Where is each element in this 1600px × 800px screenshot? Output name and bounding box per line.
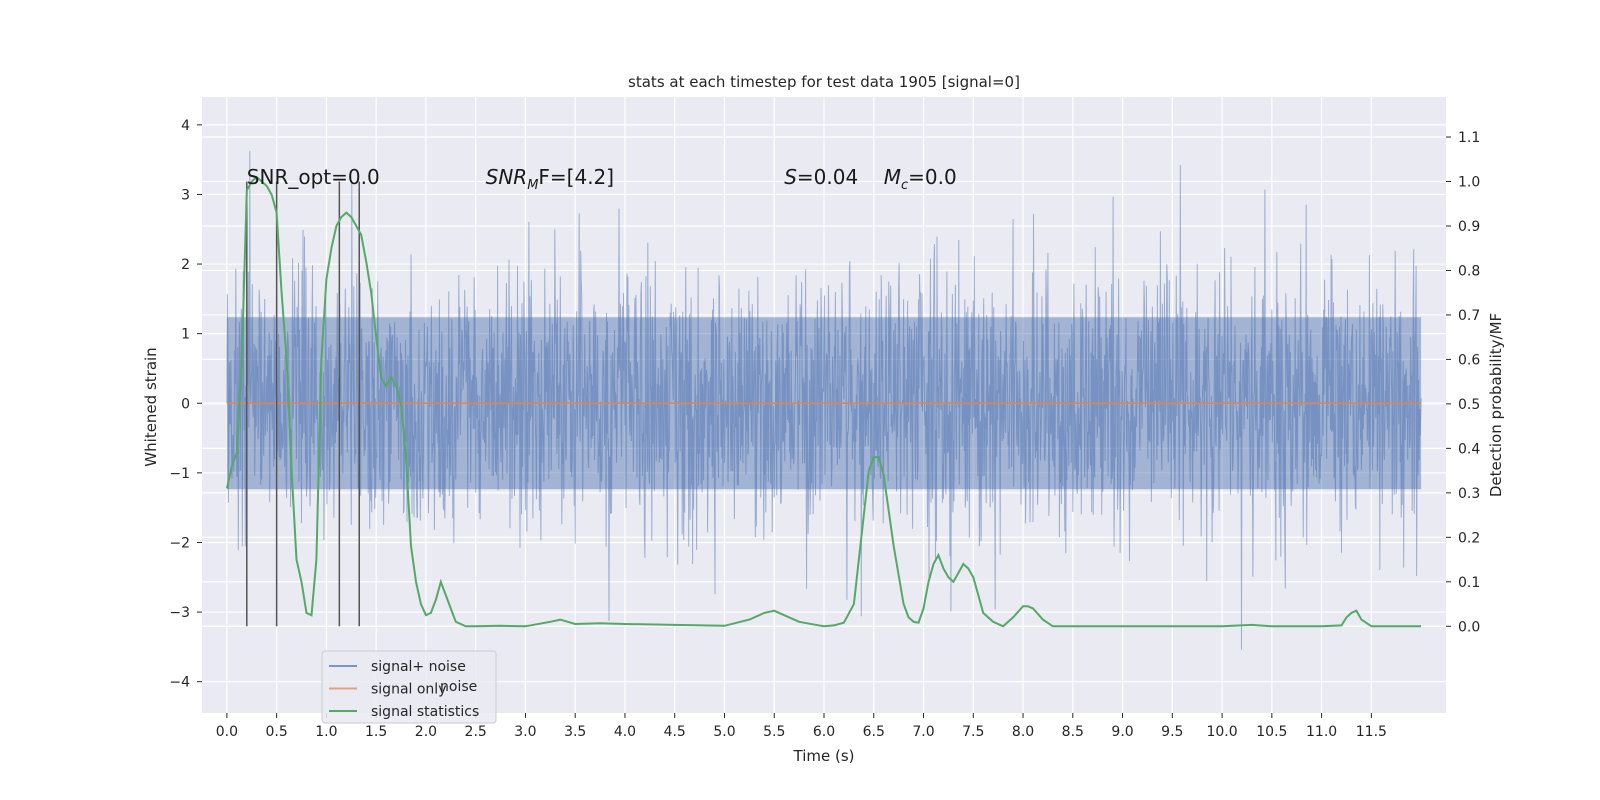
- y-tick-label: −3: [169, 605, 190, 621]
- y-tick-label: −2: [169, 535, 190, 551]
- y2-tick-label: 0.0: [1458, 619, 1480, 635]
- y-axis-ticks: 4 3 2 1 0 −1 −2 −3 −4: [169, 118, 202, 691]
- y2-tick-label: 0.2: [1458, 530, 1480, 546]
- marker-lines: [246, 181, 360, 627]
- y-tick-label: 3: [181, 187, 190, 203]
- x-tick-label: 10.0: [1206, 724, 1237, 740]
- legend-ghost-text: noise: [440, 679, 477, 695]
- legend-label: signal only: [371, 682, 446, 698]
- x-tick-label: 0.0: [216, 724, 238, 740]
- x-tick-label: 7.0: [912, 724, 934, 740]
- legend-label: signal statistics: [371, 704, 479, 720]
- x-tick-label: 8.0: [1012, 724, 1034, 740]
- y2-tick-label: 1.0: [1458, 175, 1480, 191]
- x-tick-label: 7.5: [962, 724, 984, 740]
- x-tick-label: 8.5: [1062, 724, 1084, 740]
- x-tick-label: 6.0: [813, 724, 835, 740]
- x-tick-label: 11.0: [1306, 724, 1337, 740]
- y2-tick-label: 1.1: [1458, 130, 1480, 146]
- x-tick-label: 5.0: [713, 724, 735, 740]
- y2-axis-ticks: 1.1 1.0 0.9 0.8 0.7 0.6 0.5 0.4 0.3 0.2 0.1 0.0: [1446, 130, 1480, 635]
- chart-title: stats at each timestep for test data 190…: [628, 73, 1020, 91]
- legend: noise signal+ noise signal only signal sta…: [321, 650, 497, 724]
- x-tick-label: 3.0: [514, 724, 536, 740]
- x-tick-label: 3.5: [564, 724, 586, 740]
- y2-axis-title: Detection probability/MF: [1487, 313, 1505, 497]
- y2-tick-label: 0.1: [1458, 575, 1480, 591]
- x-tick-label: 2.0: [415, 724, 437, 740]
- x-tick-label: 9.5: [1161, 724, 1183, 740]
- x-tick-label: 10.5: [1256, 724, 1287, 740]
- y2-tick-label: 0.8: [1458, 263, 1480, 279]
- y-tick-label: 1: [181, 327, 190, 343]
- x-tick-label: 2.5: [465, 724, 487, 740]
- annotations: SNR_opt=0.0 SNRMF=[4.2] S=0.04 Mc=0.0: [247, 165, 957, 193]
- y-tick-label: −4: [169, 675, 190, 691]
- y-tick-label: 4: [181, 118, 190, 134]
- y-tick-label: 2: [181, 257, 190, 273]
- annotation-snr-mf: SNRMF=[4.2]: [486, 165, 614, 193]
- x-tick-label: 4.0: [614, 724, 636, 740]
- signal-statistics-line: [225, 175, 1422, 628]
- y2-tick-label: 0.3: [1458, 486, 1480, 502]
- annotation-mc-value: Mc=0.0: [884, 165, 957, 193]
- y2-tick-label: 0.4: [1458, 441, 1480, 457]
- legend-label: signal+ noise: [371, 659, 466, 675]
- annotation-snr-opt: SNR_opt=0.0: [247, 165, 380, 189]
- series-signal-statistics: [225, 175, 1422, 628]
- legend-box: [321, 650, 497, 724]
- y2-tick-label: 0.5: [1458, 397, 1480, 413]
- x-tick-label: 0.5: [266, 724, 288, 740]
- x-axis-ticks: 0.0 0.5 1.0 1.5 2.0 2.5 3.0 3.5 4.0 4.5 5.0 5.5 6.0 6…: [216, 713, 1387, 740]
- x-tick-label: 5.5: [763, 724, 785, 740]
- x-axis-title: Time (s): [793, 747, 855, 765]
- x-tick-label: 11.5: [1356, 724, 1387, 740]
- y2-tick-label: 0.9: [1458, 219, 1480, 235]
- y-tick-label: 0: [181, 396, 190, 412]
- noise-line: [226, 150, 1422, 650]
- x-tick-label: 1.5: [365, 724, 387, 740]
- x-tick-label: 6.5: [863, 724, 885, 740]
- annotation-s-value: S=0.04: [784, 165, 858, 189]
- x-tick-label: 1.0: [315, 724, 337, 740]
- x-tick-label: 9.0: [1111, 724, 1133, 740]
- x-tick-label: 4.5: [664, 724, 686, 740]
- y2-tick-label: 0.6: [1458, 352, 1480, 368]
- y2-tick-label: 0.7: [1458, 308, 1480, 324]
- y-tick-label: −1: [169, 466, 190, 482]
- y-axis-title: Whitened strain: [142, 347, 160, 466]
